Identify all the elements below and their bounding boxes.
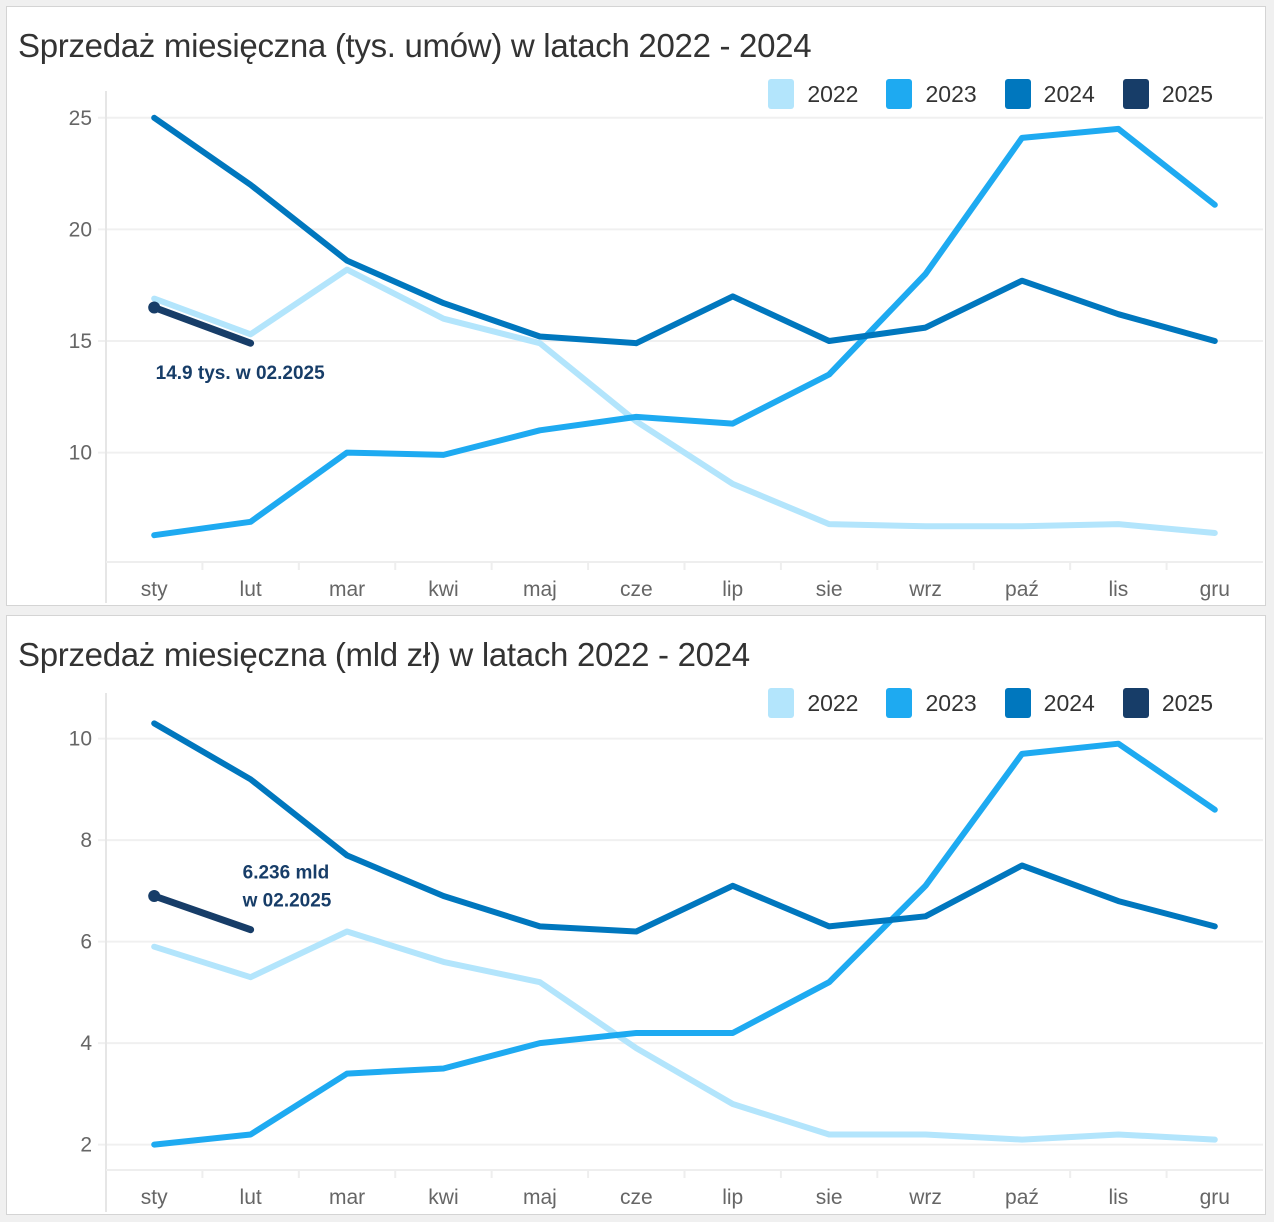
x-tick-label: lip	[722, 578, 743, 601]
annotation-label: 14.9 tys. w 02.2025	[156, 363, 325, 384]
series-line-2023	[151, 125, 1218, 539]
data-point-2025	[148, 889, 161, 902]
line-chart-contracts: 10 15 20 25 sty lut mar kwi maj cze lip sie wrz paź li…	[69, 91, 1263, 603]
x-tick-label: paź	[1005, 1186, 1039, 1209]
legend-label: 2022	[807, 689, 859, 716]
legend-swatch-2022	[768, 79, 795, 109]
legend-label: 2023	[925, 689, 977, 716]
y-tick-label: 8	[80, 829, 92, 852]
data-point-2025	[148, 301, 161, 314]
legend-item-2023[interactable]: 2023	[886, 79, 977, 109]
legend-item-2025[interactable]: 2025	[1122, 79, 1213, 109]
legend: 2022 2023 2024 2025	[740, 79, 1213, 109]
legend-swatch-2023	[886, 688, 913, 718]
chart-title: Sprzedaż miesięczna (mld zł) w latach 20…	[18, 636, 750, 673]
legend-label: 2022	[807, 80, 859, 107]
series-line-2022	[151, 266, 1218, 536]
x-tick-label: mar	[329, 1186, 365, 1209]
y-tick-label: 4	[80, 1032, 92, 1055]
legend-item-2025[interactable]: 2025	[1122, 688, 1213, 718]
x-tick-label: lip	[722, 1186, 743, 1209]
x-tick-label: wrz	[908, 1186, 942, 1209]
legend-item-2022[interactable]: 2022	[768, 79, 858, 109]
line-chart-value: 2 4 6 8 10 sty lut mar kwi maj cze lip sie wrz paź lis g…	[69, 693, 1263, 1212]
x-tick-label: lis	[1108, 1186, 1128, 1209]
legend-item-2023[interactable]: 2023	[886, 688, 977, 718]
x-tick-label: gru	[1200, 578, 1230, 601]
x-tick-label: mar	[329, 578, 365, 601]
chart-panel-contracts: Sprzedaż miesięczna (tys. umów) w latach…	[6, 6, 1266, 606]
legend-swatch-2025	[1122, 688, 1149, 718]
legend: 2022 2023 2024 2025	[740, 688, 1213, 718]
x-tick-label: sty	[141, 578, 168, 601]
y-tick-label: 2	[80, 1134, 92, 1157]
x-tick-label: gru	[1200, 1186, 1230, 1209]
y-tick-label: 10	[69, 442, 92, 465]
x-tick-label: cze	[620, 1186, 653, 1209]
legend-swatch-2025	[1122, 79, 1149, 109]
x-tick-label: paź	[1005, 578, 1039, 601]
series-line-2025	[150, 892, 255, 934]
x-tick-label: maj	[523, 1186, 557, 1209]
x-tick-label: wrz	[908, 578, 942, 601]
x-tick-label: kwi	[428, 578, 458, 601]
series-line-2025	[150, 304, 255, 347]
legend-label: 2025	[1161, 689, 1213, 716]
x-tick-label: lut	[240, 578, 262, 601]
annotation-label: w 02.2025	[242, 891, 332, 912]
x-tick-label: kwi	[428, 1186, 458, 1209]
legend-item-2024[interactable]: 2024	[1004, 79, 1095, 109]
chart-title: Sprzedaż miesięczna (tys. umów) w latach…	[18, 27, 812, 64]
series-line-2022	[151, 928, 1218, 1143]
legend-label: 2025	[1161, 80, 1213, 107]
x-tick-label: sie	[816, 1186, 843, 1209]
x-tick-label: maj	[523, 578, 557, 601]
legend-swatch-2024	[1004, 79, 1031, 109]
x-tick-label: lut	[240, 1186, 262, 1209]
x-tick-label: lis	[1108, 578, 1128, 601]
y-tick-label: 20	[69, 218, 92, 241]
y-tick-label: 15	[69, 330, 92, 353]
legend-swatch-2024	[1004, 688, 1031, 718]
legend-label: 2023	[925, 80, 977, 107]
annotation-label: 6.236 mld	[243, 863, 330, 884]
series-line-2024	[151, 114, 1218, 347]
y-tick-label: 6	[80, 931, 92, 954]
y-tick-label: 25	[69, 107, 92, 130]
x-tick-label: sie	[816, 578, 843, 601]
series-line-2024	[151, 720, 1218, 935]
legend-item-2024[interactable]: 2024	[1004, 688, 1095, 718]
legend-swatch-2023	[886, 79, 913, 109]
legend-swatch-2022	[768, 688, 795, 718]
series-line-2023	[151, 740, 1218, 1148]
x-tick-label: cze	[620, 578, 653, 601]
legend-label: 2024	[1043, 80, 1095, 107]
y-tick-label: 10	[69, 728, 92, 751]
legend-label: 2024	[1043, 689, 1095, 716]
legend-item-2022[interactable]: 2022	[768, 688, 858, 718]
x-tick-label: sty	[141, 1186, 168, 1209]
chart-panel-value: Sprzedaż miesięczna (mld zł) w latach 20…	[6, 615, 1266, 1215]
